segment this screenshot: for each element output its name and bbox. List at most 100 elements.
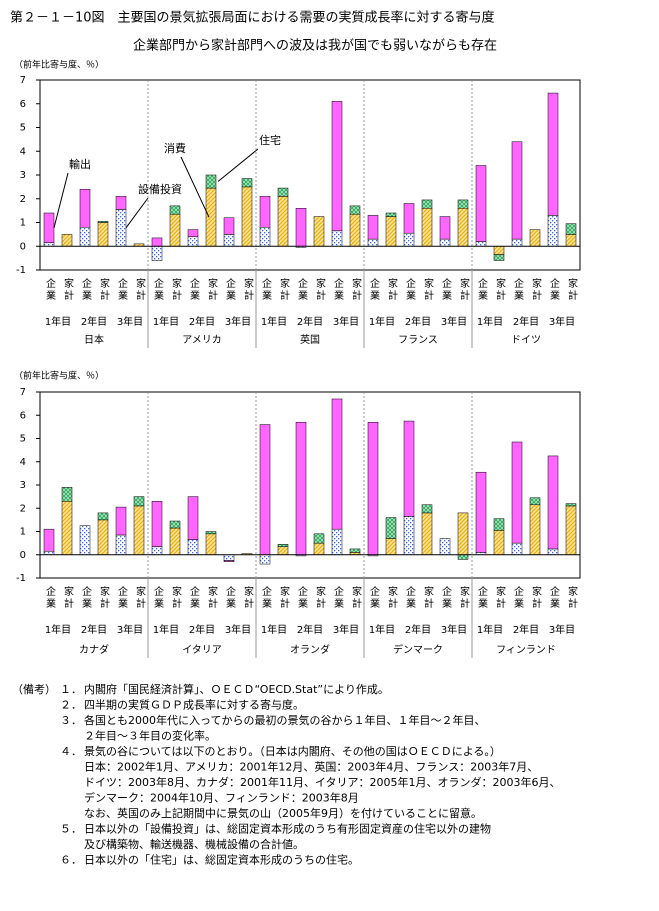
- bar-segment: [241, 186, 253, 247]
- year-label: 2年目: [81, 315, 107, 328]
- annotation-arrow: [180, 156, 210, 218]
- notes-label: （備考）: [12, 683, 56, 696]
- group-label: カナダ: [79, 643, 109, 656]
- y-tick-label: 3: [20, 480, 26, 491]
- y-tick-label: 7: [20, 75, 26, 86]
- y-tick-label: 4: [20, 146, 26, 157]
- sector-label: 企業: [116, 585, 128, 610]
- bar-segment: [493, 246, 505, 255]
- sector-label: 家計: [350, 585, 362, 610]
- bar-segment: [439, 538, 451, 555]
- bar-segment: [421, 199, 433, 209]
- bar-segment: [295, 208, 307, 247]
- bar-segment: [115, 534, 127, 555]
- sector-label: 家計: [134, 585, 146, 610]
- sector-label: 家計: [314, 277, 326, 302]
- note-line: 日本以外の「設備投資」は、総固定資本形成のうち有形固定資産の住宅以外の建物: [84, 822, 491, 836]
- bar-segment: [529, 497, 541, 506]
- note-line: 四半期の実質ＧＤＰ成長率に対する寄与度。: [84, 698, 304, 712]
- sector-label: 企業: [224, 277, 236, 302]
- bar-segment: [277, 546, 289, 555]
- year-label: 3年目: [225, 623, 251, 636]
- bar-segment: [403, 232, 415, 247]
- bar-segment: [79, 189, 91, 228]
- bar-segment: [511, 238, 523, 247]
- y-tick-label: 1: [20, 218, 26, 229]
- year-label: 2年目: [189, 315, 215, 328]
- note-number: ４．: [60, 745, 82, 758]
- y-tick-label: 0: [20, 550, 26, 561]
- bar-segment: [43, 551, 55, 556]
- bar-segment: [493, 530, 505, 556]
- bar-segment: [169, 205, 181, 215]
- bar-segment: [277, 544, 289, 547]
- year-label: 2年目: [189, 623, 215, 636]
- sector-label: 家計: [98, 277, 110, 302]
- bar-segment: [457, 208, 469, 247]
- sector-label: 家計: [134, 277, 146, 302]
- annotation-arrow: [217, 148, 259, 182]
- sector-label: 企業: [260, 277, 272, 302]
- sector-label: 家計: [242, 585, 254, 610]
- bar-segment: [241, 178, 253, 188]
- annotation: 消費: [164, 141, 186, 155]
- bar-segment: [277, 196, 289, 247]
- group-label: アメリカ: [182, 334, 222, 346]
- sector-label: 家計: [62, 585, 74, 610]
- sector-label: 企業: [476, 585, 488, 610]
- bar-segment: [547, 455, 559, 550]
- sector-label: 企業: [548, 585, 560, 610]
- bar-segment: [205, 187, 217, 247]
- bar-segment: [151, 246, 163, 261]
- bar-segment: [151, 237, 163, 247]
- bar-segment: [565, 505, 577, 555]
- sector-label: 企業: [404, 277, 416, 302]
- sector-label: 家計: [566, 585, 578, 610]
- bar-segment: [169, 520, 181, 529]
- y-tick-label: -1: [16, 573, 26, 584]
- bar-segment: [187, 539, 199, 556]
- year-label: 1年目: [369, 623, 395, 636]
- bar-segment: [475, 165, 487, 242]
- bar-segment: [169, 213, 181, 247]
- annotation-arrow: [53, 172, 69, 228]
- year-label: 2年目: [405, 315, 431, 328]
- sector-label: 家計: [206, 585, 218, 610]
- bar-segment: [349, 548, 361, 553]
- sector-label: 家計: [494, 277, 506, 302]
- bar-segment: [151, 501, 163, 547]
- bar-segment: [259, 554, 271, 565]
- sector-label: 家計: [206, 277, 218, 302]
- bar-segment: [331, 101, 343, 232]
- bar-segment: [349, 213, 361, 247]
- sector-label: 企業: [260, 585, 272, 610]
- bar-segment: [385, 517, 397, 539]
- sector-label: 企業: [368, 585, 380, 610]
- year-label: 1年目: [261, 315, 287, 328]
- bar-segment: [43, 242, 55, 247]
- bar-segment: [421, 512, 433, 556]
- y-tick-label: 5: [20, 434, 26, 445]
- bar-segment: [331, 230, 343, 247]
- bar-segment: [223, 554, 235, 561]
- bar-segment: [457, 554, 469, 560]
- bar-segment: [385, 212, 397, 217]
- bar-segment: [421, 208, 433, 247]
- y-tick-label: 1: [20, 527, 26, 538]
- note-line: デンマーク：2004年10月、フィンランド：2003年8月: [84, 791, 359, 805]
- bar-segment: [313, 533, 325, 544]
- bar-segment: [493, 254, 505, 261]
- bar-segment: [439, 216, 451, 240]
- bar-segment: [277, 187, 289, 197]
- year-label: 1年目: [477, 623, 503, 636]
- bar-segment: [133, 496, 145, 507]
- year-label: 1年目: [45, 623, 71, 636]
- y-tick-label: 2: [20, 194, 26, 205]
- bar-segment: [475, 471, 487, 553]
- year-label: 2年目: [513, 315, 539, 328]
- sector-label: 家計: [494, 585, 506, 610]
- bar-segment: [547, 548, 559, 555]
- bar-segment: [529, 504, 541, 556]
- note-line: 日本：2002年1月、アメリカ：2001年12月、英国：2003年4月、フランス…: [84, 760, 538, 774]
- year-label: 2年目: [81, 623, 107, 636]
